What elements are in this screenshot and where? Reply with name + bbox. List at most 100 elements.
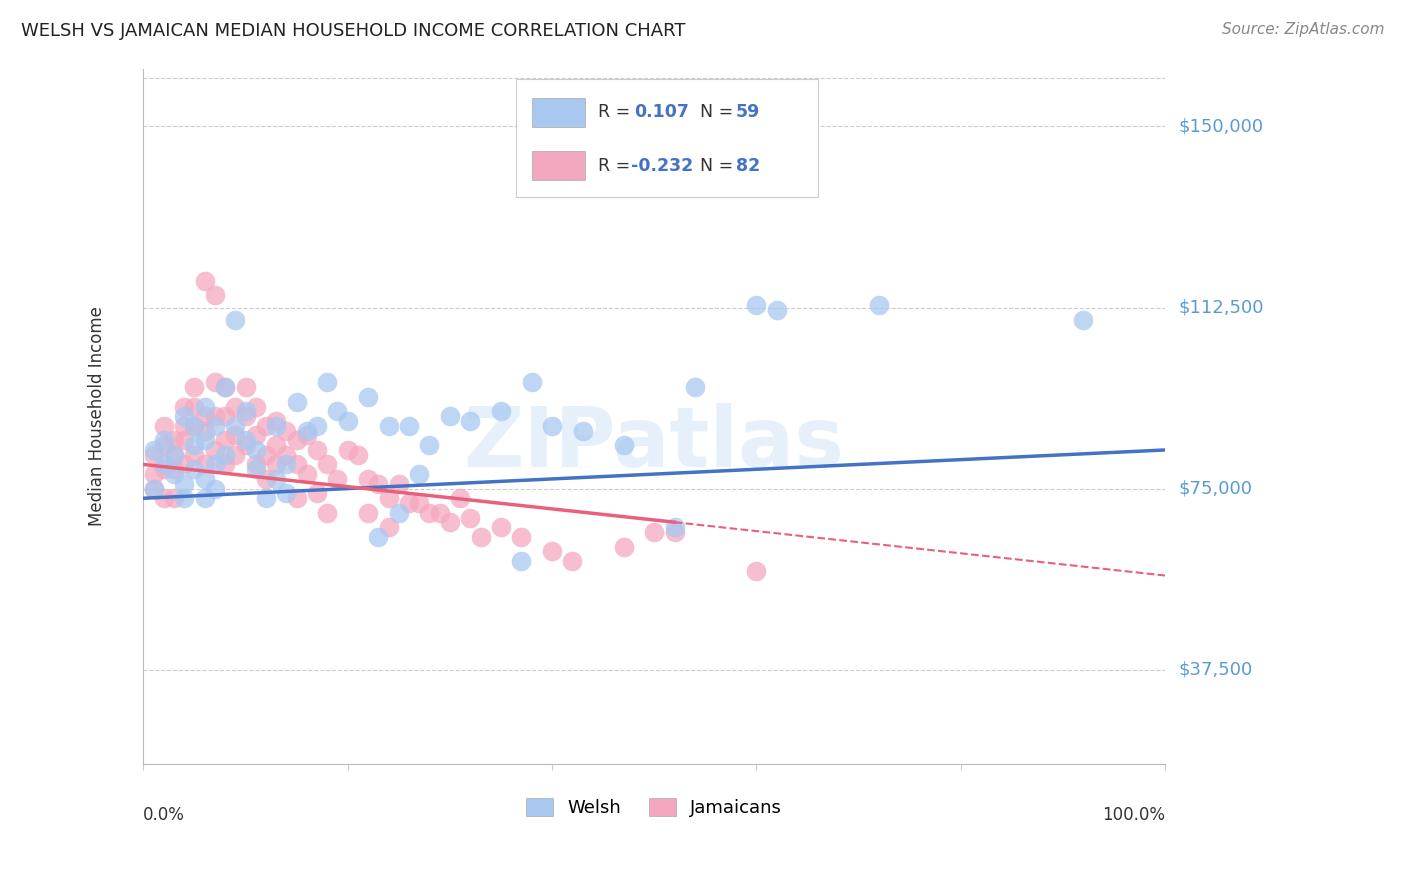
Point [612,540,634,554]
Point [163,448,186,462]
Point [173,491,195,506]
Point [163,448,186,462]
Point [235,434,257,448]
Point [204,442,226,457]
Point [245,400,267,414]
Point [235,380,257,394]
Point [612,438,634,452]
Point [458,414,481,428]
Point [1073,312,1095,326]
Point [489,520,512,534]
Point [245,462,267,476]
Point [142,467,165,482]
Text: ZIPatlas: ZIPatlas [464,403,845,484]
Point [183,462,205,476]
Point [183,438,205,452]
Point [173,409,195,424]
Point [183,418,205,433]
Text: 82: 82 [735,157,761,175]
Point [142,482,165,496]
Point [489,404,512,418]
Legend: Welsh, Jamaicans: Welsh, Jamaicans [519,790,789,824]
Point [683,380,706,394]
Point [295,424,318,438]
Point [214,380,236,394]
Point [214,434,236,448]
Point [305,418,328,433]
Text: $37,500: $37,500 [1180,661,1253,679]
Point [245,458,267,472]
Point [868,298,890,312]
Point [183,380,205,394]
Point [173,476,195,491]
Point [388,506,411,520]
Point [163,467,186,482]
Point [163,462,186,476]
Text: $75,000: $75,000 [1180,480,1253,498]
Point [305,442,328,457]
FancyBboxPatch shape [531,98,585,127]
Point [245,428,267,442]
Point [357,506,380,520]
Point [439,409,461,424]
Text: 0.0%: 0.0% [143,805,186,823]
Point [152,491,174,506]
Point [194,274,217,288]
Point [398,496,420,510]
Point [458,510,481,524]
Point [745,298,768,312]
Point [664,524,686,539]
Point [224,400,246,414]
Point [408,467,430,482]
Point [194,424,217,438]
Point [326,404,349,418]
Point [285,458,308,472]
Point [264,438,287,452]
Point [214,448,236,462]
Point [235,409,257,424]
Point [235,438,257,452]
Point [520,376,543,390]
Point [183,418,205,433]
Point [408,496,430,510]
Point [336,414,359,428]
Point [398,418,420,433]
FancyBboxPatch shape [531,152,585,180]
Text: Median Household Income: Median Household Income [89,306,107,526]
Point [173,400,195,414]
Point [541,418,564,433]
Point [377,418,399,433]
Point [245,442,267,457]
Point [224,428,246,442]
Point [276,448,298,462]
Point [173,434,195,448]
Point [765,302,787,317]
Text: R =: R = [598,157,636,175]
Point [326,472,349,486]
Text: $150,000: $150,000 [1180,118,1264,136]
Text: Source: ZipAtlas.com: Source: ZipAtlas.com [1222,22,1385,37]
Text: R =: R = [598,103,636,121]
Point [163,491,186,506]
Point [142,448,165,462]
Point [276,458,298,472]
Point [357,472,380,486]
Text: 100.0%: 100.0% [1102,805,1166,823]
Point [745,564,768,578]
Point [142,442,165,457]
Point [204,409,226,424]
Point [643,524,665,539]
Point [336,442,359,457]
Point [347,448,370,462]
Text: N =: N = [700,157,740,175]
Point [152,418,174,433]
Point [295,428,318,442]
Point [214,380,236,394]
Point [214,458,236,472]
Point [295,467,318,482]
Point [305,486,328,500]
Point [224,448,246,462]
Point [418,438,440,452]
Point [235,404,257,418]
Text: WELSH VS JAMAICAN MEDIAN HOUSEHOLD INCOME CORRELATION CHART: WELSH VS JAMAICAN MEDIAN HOUSEHOLD INCOM… [21,22,686,40]
